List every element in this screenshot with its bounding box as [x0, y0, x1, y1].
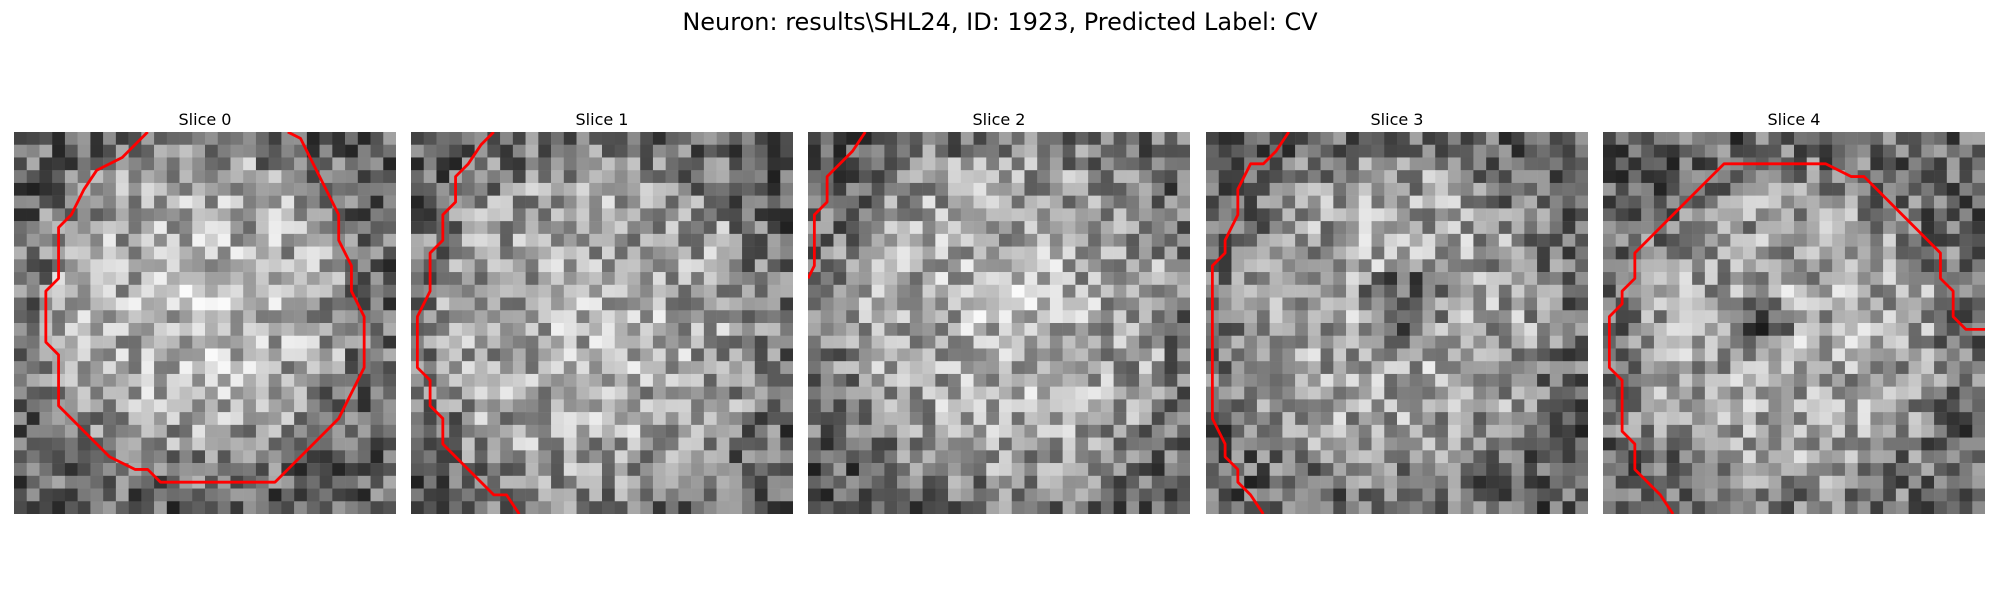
panel-slice-1: Slice 1 [411, 108, 793, 514]
panel-title: Slice 0 [178, 110, 232, 129]
contour-line [1607, 162, 1985, 514]
panel-title: Slice 1 [575, 110, 629, 129]
contour-line [415, 132, 521, 514]
panel-title: Slice 2 [972, 110, 1026, 129]
panel-slice-0: Slice 0 [14, 108, 396, 514]
panel-title: Slice 3 [1370, 110, 1424, 129]
slice-image [1206, 132, 1588, 514]
slice-image [411, 132, 793, 514]
panel-slice-2: Slice 2 [808, 108, 1190, 514]
contour-line [1210, 132, 1290, 514]
panel-slice-4: Slice 4 [1603, 108, 1985, 514]
slice-image [14, 132, 396, 514]
slice-image [1603, 132, 1985, 514]
contour-line [808, 132, 867, 280]
slice-image [808, 132, 1190, 514]
panel-slice-3: Slice 3 [1206, 108, 1588, 514]
panel-title: Slice 4 [1767, 110, 1821, 129]
contour-line [44, 132, 366, 484]
figure-title: Neuron: results\SHL24, ID: 1923, Predict… [682, 8, 1318, 36]
